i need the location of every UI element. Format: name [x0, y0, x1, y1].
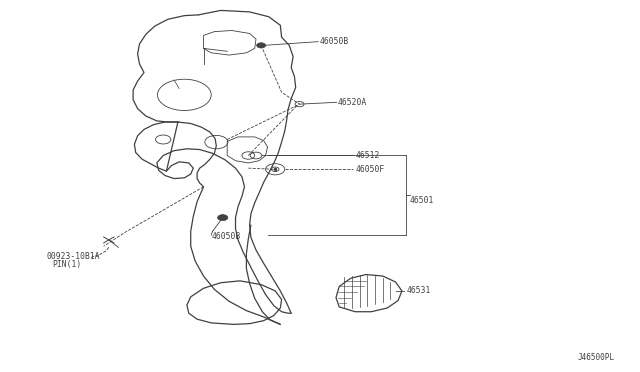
Text: 46512: 46512	[355, 151, 380, 160]
Text: 46050B: 46050B	[211, 232, 241, 241]
Text: PIN(1): PIN(1)	[52, 260, 82, 269]
Text: 00923-10B1A: 00923-10B1A	[46, 252, 100, 261]
Text: 46501: 46501	[410, 196, 434, 205]
Text: J46500PL: J46500PL	[577, 353, 614, 362]
Text: 46520A: 46520A	[338, 98, 367, 107]
Circle shape	[257, 43, 266, 48]
Text: 46050F: 46050F	[355, 165, 385, 174]
Text: 46050B: 46050B	[320, 37, 349, 46]
Circle shape	[218, 215, 228, 221]
Text: 46531: 46531	[406, 286, 431, 295]
